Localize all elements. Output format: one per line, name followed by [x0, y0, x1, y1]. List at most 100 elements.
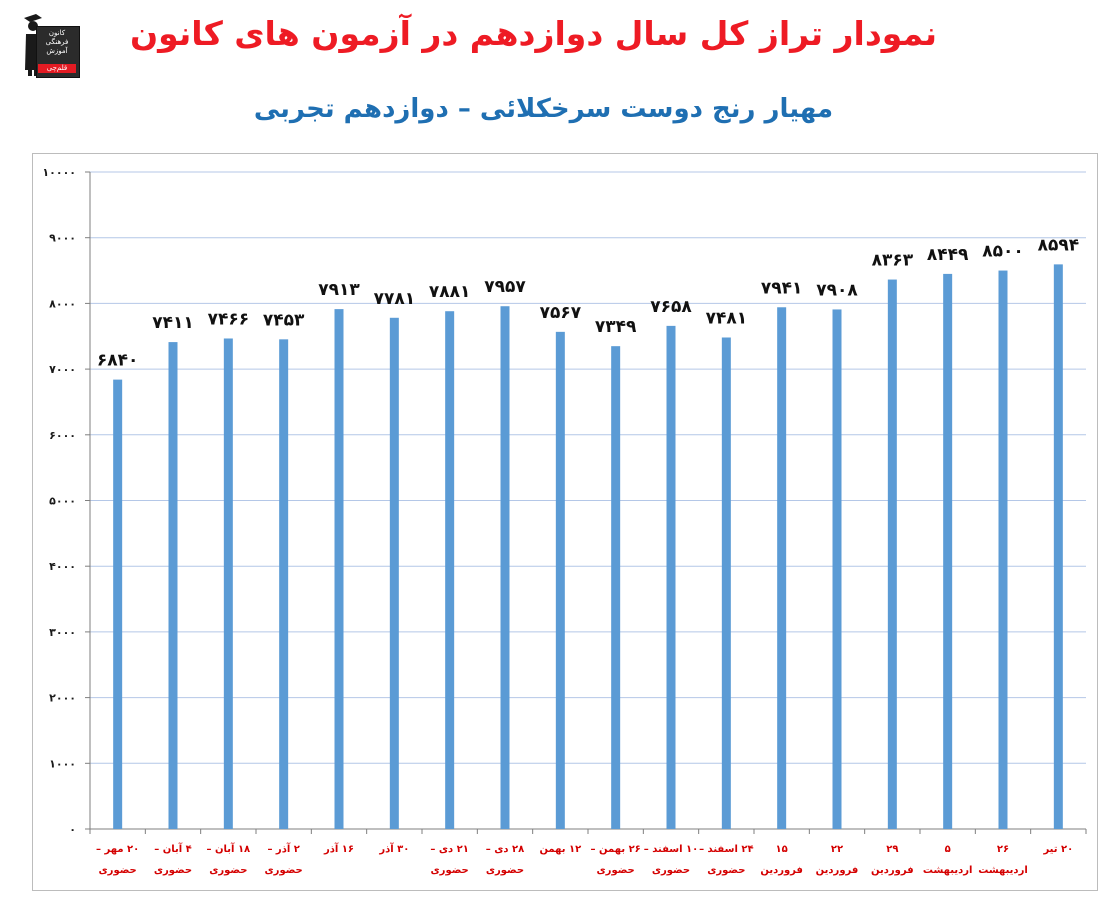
y-tick-label: ۵۰۰۰	[49, 495, 76, 508]
bar	[223, 338, 233, 829]
category-label-line: ۱۶ آذر	[323, 844, 355, 855]
category-label-line: ۴ آبان –	[154, 844, 192, 855]
category-label: ۱۰ اسفند – حضوری	[643, 839, 699, 881]
data-label: ۷۴۸۱	[706, 308, 748, 328]
category-label-line: حضوری	[209, 865, 248, 876]
category-label-line: ۲۲ فروردین	[815, 844, 859, 876]
logo-strip: قلم‌چی	[38, 64, 76, 73]
category-label: ۱۶ آذر	[311, 839, 367, 860]
category-label: ۲۰ تیر	[1030, 839, 1086, 860]
category-label-line: ۲۰ مهر –	[96, 844, 140, 855]
logo-text: کانون فرهنگی آموزش	[45, 29, 69, 55]
category-label: ۲۰ مهر – حضوری	[90, 839, 146, 881]
data-label: ۷۶۵۸	[650, 297, 692, 317]
data-label: ۷۴۱۱	[152, 313, 194, 333]
category-label-line: ۵ اردیبهشت	[922, 844, 973, 876]
y-tick-label: ۷۰۰۰	[49, 363, 76, 376]
bar	[943, 273, 953, 829]
data-label: ۷۹۵۷	[484, 277, 526, 297]
bar	[998, 270, 1008, 829]
y-tick-label: ۴۰۰۰	[49, 560, 76, 573]
category-label-line: ۲ آذر –	[267, 844, 300, 855]
data-label: ۷۷۸۱	[374, 289, 416, 309]
y-tick-label: ۹۰۰۰	[49, 232, 76, 245]
category-label: ۲ آذر – حضوری	[256, 839, 312, 881]
category-label: ۳۰ آذر	[366, 839, 422, 860]
y-tick-label: ۱۰۰۰۰	[42, 166, 76, 179]
data-label: ۷۵۶۷	[540, 303, 582, 323]
category-label: ۱۲ بهمن	[532, 839, 588, 860]
category-label: ۲۱ دی – حضوری	[422, 839, 478, 881]
bar	[721, 337, 731, 829]
bar	[777, 307, 787, 829]
y-tick-label: ۳۰۰۰	[49, 626, 76, 639]
category-label-line: حضوری	[651, 865, 691, 876]
bar	[168, 342, 178, 829]
bar	[666, 325, 676, 829]
category-label-line: حضوری	[264, 865, 303, 876]
category-label-line: ۳۰ آذر	[379, 844, 410, 855]
category-label: ۴ آبان – حضوری	[145, 839, 201, 881]
category-label-line: ۲۱ دی –	[430, 844, 469, 855]
category-label-line: حضوری	[153, 865, 193, 876]
data-label: ۷۹۰۸	[816, 280, 858, 300]
category-label-line: ۱۰ اسفند –	[643, 844, 699, 855]
category-label: ۲۶ بهمن – حضوری	[588, 839, 644, 881]
category-label: ۱۸ آبان – حضوری	[200, 839, 256, 881]
page-title: نمودار تراز کل سال دوازدهم در آزمون های …	[129, 14, 938, 53]
data-label: ۷۳۴۹	[595, 317, 637, 337]
category-label: ۲۶ اردیبهشت	[975, 839, 1031, 881]
category-label-line: حضوری	[596, 865, 635, 876]
data-label: ۶۸۴۰	[97, 351, 139, 371]
category-label-line: ۱۵ فروردین	[760, 844, 803, 876]
y-tick-label: ۱۰۰۰	[49, 757, 76, 770]
category-label-line: حضوری	[430, 865, 469, 876]
bar	[389, 317, 399, 829]
bar	[445, 311, 455, 830]
bar	[1053, 264, 1063, 829]
data-label: ۷۴۵۳	[263, 310, 305, 330]
data-label: ۸۵۰۰	[982, 242, 1024, 262]
data-label: ۸۴۴۹	[927, 245, 969, 265]
bar	[113, 379, 123, 829]
data-label: ۸۵۹۴	[1038, 235, 1080, 255]
bar	[611, 346, 621, 829]
y-tick-label: ۶۰۰۰	[49, 429, 76, 442]
data-label: ۷۹۴۱	[761, 278, 803, 298]
y-tick-label: ۸۰۰۰	[49, 297, 76, 310]
category-label-line: ۱۸ آبان –	[206, 844, 251, 855]
y-tick-label: ۰	[69, 823, 76, 836]
category-label-line: حضوری	[98, 865, 137, 876]
category-label-line: ۲۹ فروردین	[871, 844, 914, 876]
category-label-line: ۲۸ دی –	[485, 844, 525, 855]
category-label: ۱۵ فروردین	[754, 839, 810, 881]
category-label: ۲۲ فروردین	[809, 839, 865, 881]
bar	[500, 306, 510, 829]
bar	[832, 309, 842, 829]
page-subtitle: مهیار رنج دوست سرخکلائی – دوازدهم تجربی	[253, 94, 834, 124]
category-label-line: ۱۲ بهمن	[539, 844, 582, 855]
category-label-line: ۲۶	[996, 844, 1010, 855]
category-label: ۵ اردیبهشت	[920, 839, 976, 881]
category-label-line: ۲۰ تیر	[1043, 844, 1074, 855]
category-label: ۲۸ دی – حضوری	[477, 839, 533, 881]
category-label: ۲۹ فروردین	[864, 839, 920, 881]
bar	[887, 279, 897, 829]
category-label-line: اردیبهشت	[978, 865, 1028, 876]
category-label-line: ۲۶ بهمن –	[590, 844, 641, 855]
category-label-line: ۲۴ اسفند –	[699, 844, 754, 855]
kanoon-logo: کانون فرهنگی آموزش قلم‌چی	[22, 12, 80, 78]
bar	[279, 339, 289, 829]
bar	[555, 331, 565, 829]
data-label: ۷۸۸۱	[429, 282, 471, 302]
bar	[334, 309, 344, 829]
category-label-line: حضوری	[707, 865, 746, 876]
data-label: ۷۹۱۳	[318, 280, 360, 300]
category-label-line: حضوری	[485, 865, 525, 876]
data-label: ۸۳۶۳	[872, 251, 914, 271]
y-tick-label: ۲۰۰۰	[49, 692, 76, 705]
category-label: ۲۴ اسفند – حضوری	[698, 839, 754, 881]
chart-frame	[32, 153, 1098, 891]
data-label: ۷۴۶۶	[208, 309, 250, 329]
